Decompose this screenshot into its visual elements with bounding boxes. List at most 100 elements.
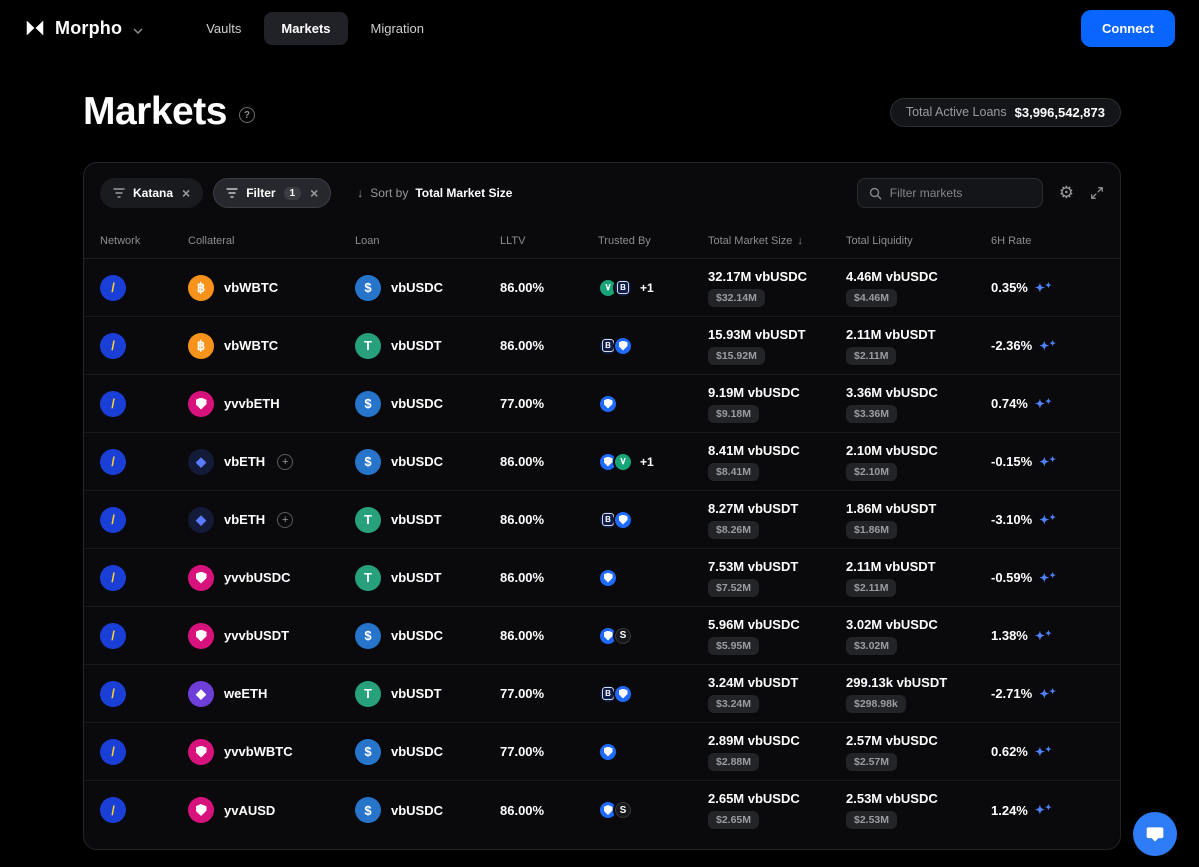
search-input[interactable] <box>889 186 1031 200</box>
table-row[interactable]: / yvvbETH + $ vbUSDC 77.00% 9.19M vbUSDC… <box>84 375 1120 433</box>
loan-icon: T <box>355 506 381 533</box>
trusted-shield-icon <box>598 393 618 414</box>
search-icon <box>869 187 882 200</box>
market-size-usd-badge: $3.24M <box>708 694 760 713</box>
collateral-cell: ◆ weETH + <box>188 680 355 707</box>
network-cell: / <box>100 506 188 533</box>
table-row[interactable]: / yvvbWBTC + $ vbUSDC 77.00% 2.89M vbUSD… <box>84 723 1120 781</box>
search-box[interactable] <box>856 178 1043 208</box>
loan-cell: $ vbUSDC <box>355 390 500 417</box>
loan-label: vbUSDC <box>391 744 444 759</box>
table-row[interactable]: / yvvbUSDC + T vbUSDT 86.00% 7.53M vbUSD… <box>84 549 1120 607</box>
network-icon: / <box>100 622 126 649</box>
close-icon[interactable]: × <box>182 185 191 201</box>
liquidity-usd-badge: $3.36M <box>846 404 898 423</box>
column-header-lltv[interactable]: LLTV <box>500 234 526 247</box>
table-row[interactable]: / ◆ weETH + T vbUSDT 77.00% B 3.24M vbUS… <box>84 665 1120 723</box>
column-header-trusted-by[interactable]: Trusted By <box>598 234 651 247</box>
sparkle-icon: ✦✦ <box>1039 512 1056 527</box>
network-cell: / <box>100 332 188 359</box>
loan-icon: $ <box>355 622 381 649</box>
column-header-total-liquidity[interactable]: Total Liquidity <box>846 234 913 247</box>
loan-label: vbUSDC <box>391 454 444 469</box>
liquidity-usd-badge: $1.86M <box>846 520 898 539</box>
network-icon: / <box>100 390 126 417</box>
market-size-usd-badge: $5.95M <box>708 636 760 655</box>
loan-label: vbUSDC <box>391 396 444 411</box>
network-cell: / <box>100 797 188 823</box>
filter-chip-label: Katana <box>133 186 174 200</box>
collateral-cell: ฿ vbWBTC + <box>188 332 355 359</box>
brand-label: Morpho <box>55 17 123 38</box>
gear-icon[interactable]: ⚙ <box>1058 183 1074 202</box>
sort-control[interactable]: ↓ Sort by Total Market Size <box>357 186 512 200</box>
rate-cell: -3.10% ✦✦ <box>991 512 1104 527</box>
trusted-icons: B <box>598 509 708 530</box>
filter-funnel-icon <box>113 188 125 198</box>
collateral-icon <box>188 738 214 765</box>
collateral-label: yvvbUSDC <box>224 570 291 585</box>
sparkle-icon: ✦✦ <box>1039 686 1056 701</box>
loan-label: vbUSDC <box>391 628 444 643</box>
lltv-cell: 86.00% <box>500 280 545 295</box>
table-row[interactable]: / ◆ vbETH + T vbUSDT 86.00% B 8.27M vbUS… <box>84 491 1120 549</box>
total-active-loans-label: Total Active Loans <box>905 105 1007 119</box>
filter-chip-katana[interactable]: Katana × <box>100 178 204 208</box>
market-size-cell: 9.19M vbUSDC $9.18M <box>708 385 846 423</box>
market-size-cell: 3.24M vbUSDT $3.24M <box>708 675 846 713</box>
rate-value: 1.38% <box>991 628 1028 643</box>
loan-cell: $ vbUSDC <box>355 622 500 649</box>
table-row[interactable]: / yvAUSD + $ vbUSDC 86.00% S 2.65M vbUSD… <box>84 781 1120 839</box>
brand[interactable]: Morpho <box>24 17 143 39</box>
expand-icon[interactable] <box>1090 186 1104 200</box>
collateral-cell: ◆ vbETH + <box>188 506 355 533</box>
lltv-cell: 77.00% <box>500 744 545 759</box>
rate-cell: -2.71% ✦✦ <box>991 686 1104 701</box>
loan-cell: $ vbUSDC <box>355 274 500 301</box>
column-header-loan[interactable]: Loan <box>355 234 380 247</box>
rate-cell: -2.36% ✦✦ <box>991 338 1104 353</box>
trusted-icons: S <box>598 800 708 820</box>
nav-item-markets[interactable]: Markets <box>264 11 348 45</box>
table-row[interactable]: / ◆ vbETH + $ vbUSDC 86.00% ∨ +1 8.41M vb… <box>84 433 1120 491</box>
rate-value: -2.71% <box>991 686 1033 701</box>
market-size-amount: 2.65M vbUSDC <box>708 791 800 806</box>
liquidity-amount: 2.53M vbUSDC <box>846 791 938 806</box>
connect-button[interactable]: Connect <box>1081 9 1175 47</box>
market-size-cell: 2.89M vbUSDC $2.88M <box>708 733 846 771</box>
rate-value: -0.59% <box>991 570 1033 585</box>
table-row[interactable]: / ฿ vbWBTC + T vbUSDT 86.00% B 15.93M vb… <box>84 317 1120 375</box>
help-icon[interactable]: ? <box>238 107 255 123</box>
column-header-total-market-size[interactable]: Total Market Size ↓ <box>708 235 846 247</box>
liquidity-amount: 4.46M vbUSDC <box>846 268 938 284</box>
nav-item-vaults[interactable]: Vaults <box>206 20 242 36</box>
column-header-network[interactable]: Network <box>100 234 141 247</box>
chat-icon <box>1145 824 1165 844</box>
sparkle-icon: ✦✦ <box>1039 570 1056 585</box>
rate-value: 1.24% <box>991 802 1028 818</box>
add-collateral-icon[interactable]: + <box>277 453 294 470</box>
network-icon: / <box>100 564 126 591</box>
column-header-6h-rate[interactable]: 6H Rate <box>991 234 1032 247</box>
filter-chip-label: Filter <box>246 186 276 200</box>
add-collateral-icon[interactable]: + <box>277 511 294 528</box>
navbar: Morpho Vaults Markets Migration Connect <box>0 0 1199 56</box>
collateral-label: vbETH <box>224 454 266 469</box>
chat-launcher-button[interactable] <box>1133 812 1177 856</box>
column-header-collateral[interactable]: Collateral <box>188 234 235 247</box>
market-size-amount: 8.41M vbUSDC <box>708 442 800 458</box>
market-size-cell: 32.17M vbUSDC $32.14M <box>708 269 846 307</box>
nav-item-migration[interactable]: Migration <box>370 20 424 36</box>
loan-icon: T <box>355 564 381 591</box>
close-icon[interactable]: × <box>310 185 319 201</box>
collateral-icon: ฿ <box>188 332 214 359</box>
table-row[interactable]: / yvvbUSDT + $ vbUSDC 86.00% S 5.96M vbU… <box>84 607 1120 665</box>
collateral-cell: ฿ vbWBTC + <box>188 274 355 301</box>
filter-funnel-icon <box>226 188 238 198</box>
network-icon: / <box>100 738 126 765</box>
filter-chip-filter[interactable]: Filter 1 × <box>213 178 332 208</box>
toolbar-right: ⚙ <box>856 178 1104 208</box>
collateral-label: yvAUSD <box>224 802 276 818</box>
loan-icon: T <box>355 332 381 359</box>
table-row[interactable]: / ฿ vbWBTC + $ vbUSDC 86.00% ∨B+1 32.17M… <box>84 259 1120 317</box>
